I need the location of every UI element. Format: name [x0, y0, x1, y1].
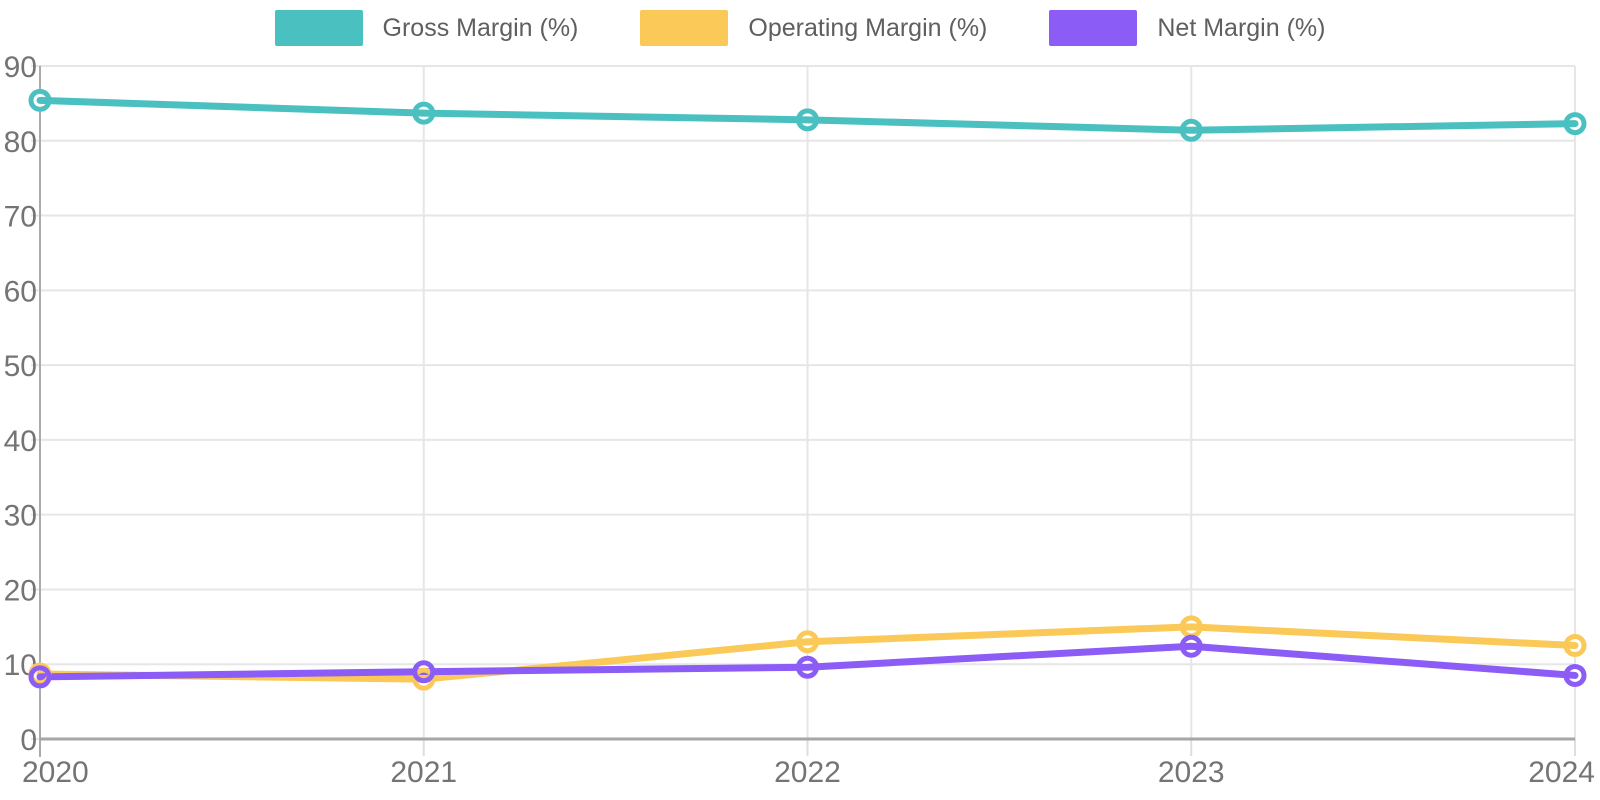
x-tick-label-2022: 2022 — [774, 756, 841, 789]
point-gross-margin-2023 — [1179, 118, 1203, 142]
point-net-margin-2023 — [1179, 634, 1203, 658]
point-gross-margin-2021 — [412, 101, 436, 125]
legend-swatch-gross-margin — [274, 10, 363, 46]
y-tick-label-0: 0 — [20, 724, 37, 757]
legend-label: Net Margin (%) — [1157, 13, 1326, 42]
legend-item-gross-margin[interactable]: Gross Margin (%) — [274, 10, 579, 46]
point-gross-margin-2020 — [28, 88, 52, 112]
chart-legend: Gross Margin (%) Operating Margin (%) Net … — [0, 10, 1600, 46]
y-tick-label-30: 30 — [4, 500, 37, 533]
point-operating-margin-2022 — [796, 630, 819, 654]
point-gross-margin-2024 — [1563, 112, 1587, 136]
legend-item-net-margin[interactable]: Net Margin (%) — [1049, 10, 1325, 46]
point-net-margin-2021 — [412, 660, 436, 684]
y-tick-label-60: 60 — [4, 275, 37, 308]
point-net-margin-2022 — [796, 655, 819, 679]
legend-label: Gross Margin (%) — [382, 13, 579, 42]
legend-item-operating-margin[interactable]: Operating Margin (%) — [640, 10, 987, 46]
y-tick-label-90: 90 — [4, 51, 37, 84]
y-tick-label-20: 20 — [4, 574, 37, 607]
series-line-operating-margin — [36, 623, 1579, 683]
series-line-net-margin — [36, 642, 1579, 681]
point-operating-margin-2021 — [412, 667, 436, 691]
x-tick-label-2021: 2021 — [390, 756, 457, 789]
x-tick-label-2023: 2023 — [1158, 756, 1225, 789]
point-gross-margin-2022 — [796, 108, 819, 132]
series-line-gross-margin — [36, 96, 1579, 134]
legend-swatch-net-margin — [1049, 10, 1138, 46]
y-tick-label-50: 50 — [4, 350, 37, 383]
x-tick-label-2020: 2020 — [22, 756, 89, 789]
point-net-margin-2020 — [28, 665, 52, 689]
x-tick-label-2024: 2024 — [1528, 756, 1595, 789]
y-tick-label-40: 40 — [4, 425, 37, 458]
y-tick-label-70: 70 — [4, 201, 37, 234]
y-tick-label-80: 80 — [4, 126, 37, 159]
legend-label: Operating Margin (%) — [748, 13, 988, 42]
point-operating-margin-2024 — [1563, 634, 1587, 658]
legend-swatch-operating-margin — [640, 10, 729, 46]
point-net-margin-2024 — [1563, 663, 1587, 687]
